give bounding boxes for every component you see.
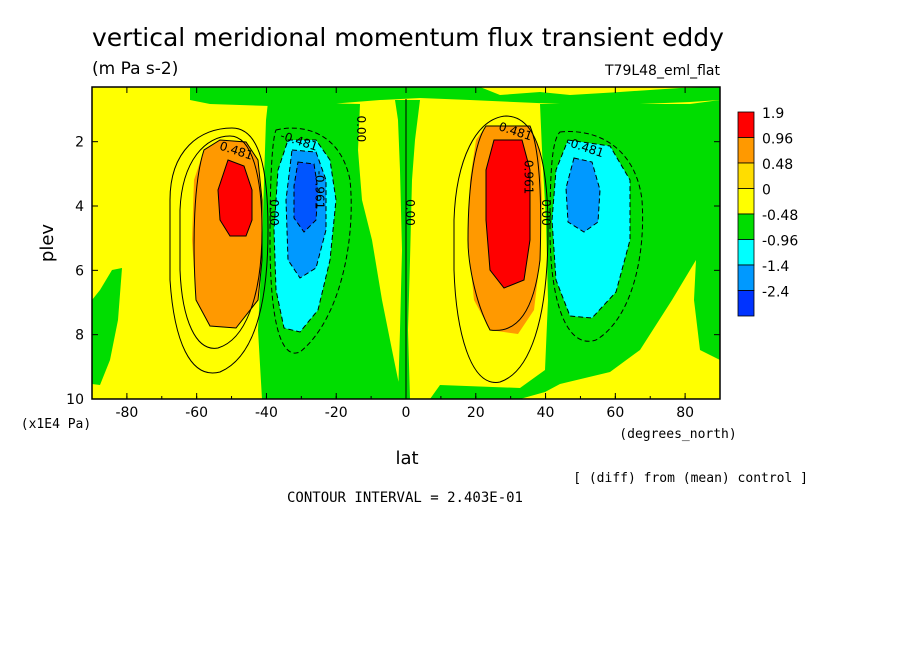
y-axis-label: plev [37,224,58,263]
colorbar-swatch [737,264,755,291]
region-green-edge-left [92,268,122,385]
comparison-note: [ (diff) from (mean) control ] [573,471,808,486]
chart-title: vertical meridional momentum flux transi… [92,23,724,52]
region-green-equator [395,100,420,399]
colorbar-label: -0.48 [762,208,798,224]
y-units-label: (x1E4 Pa) [21,417,91,432]
x-tick-label: -80 [115,405,138,421]
region-red-sh [218,160,252,236]
units-label: (m Pa s-2) [92,59,178,79]
contour-label: 0.961 [522,160,536,194]
colorbar-label: -0.96 [762,234,798,250]
x-axis-label: lat [395,448,418,469]
contour-lines [169,99,549,399]
y-tick-label: 2 [75,135,84,151]
y-tick-label: 10 [66,392,84,408]
region-green-top [190,87,720,106]
colorbar-swatch [737,162,755,189]
colorbar-label: 0.48 [762,157,793,173]
colorbar-swatch [737,188,755,215]
colorbar-swatch [737,290,755,317]
colorbar-swatch [737,213,755,240]
contour-label: -0.961 [312,171,326,210]
colorbar-swatch [737,111,755,138]
x-tick-label: 40 [537,405,555,421]
colorbar-swatch [737,137,755,164]
experiment-label: T79L48_eml_flat [604,63,721,79]
x-tick-label: -60 [185,405,208,421]
region-blue-nh [566,158,600,232]
colorbar-label: 1.9 [762,106,784,122]
x-tick-label: 80 [676,405,694,421]
colorbar-label: 0 [762,183,771,199]
y-tick-label: 4 [75,199,84,215]
colorbar-label: 0.96 [762,132,793,148]
x-axis: -80 -60 -40 -20 0 20 40 60 80 [91,87,721,421]
x-tick-label: -20 [325,405,348,421]
colorbar: 1.9 0.96 0.48 0 -0.48 -0.96 -1.4 -2.4 [737,106,798,317]
x-units-label: (degrees_north) [619,427,736,442]
colorbar-label: -2.4 [762,285,789,301]
colorbar-swatch [737,239,755,266]
contour-interval: CONTOUR INTERVAL = 2.403E-01 [287,490,523,506]
y-axis: 2 4 6 8 10 [66,135,720,408]
x-tick-label: 20 [467,405,485,421]
contour-lines-negative [269,127,644,354]
contour-label: 0.00 [539,199,553,226]
region-darkblue-sh [294,162,318,232]
y-tick-label: 8 [75,328,84,344]
y-tick-label: 6 [75,263,84,279]
contour-label: 0.00 [354,115,368,142]
contour-label: 0.00 [403,199,417,226]
x-tick-label: 0 [402,405,411,421]
colorbar-label: -1.4 [762,259,789,275]
contour-label: 0.00 [267,199,281,226]
x-tick-label: -40 [255,405,278,421]
plot-field [92,87,720,399]
region-red-nh [486,140,530,288]
x-tick-label: 60 [606,405,624,421]
